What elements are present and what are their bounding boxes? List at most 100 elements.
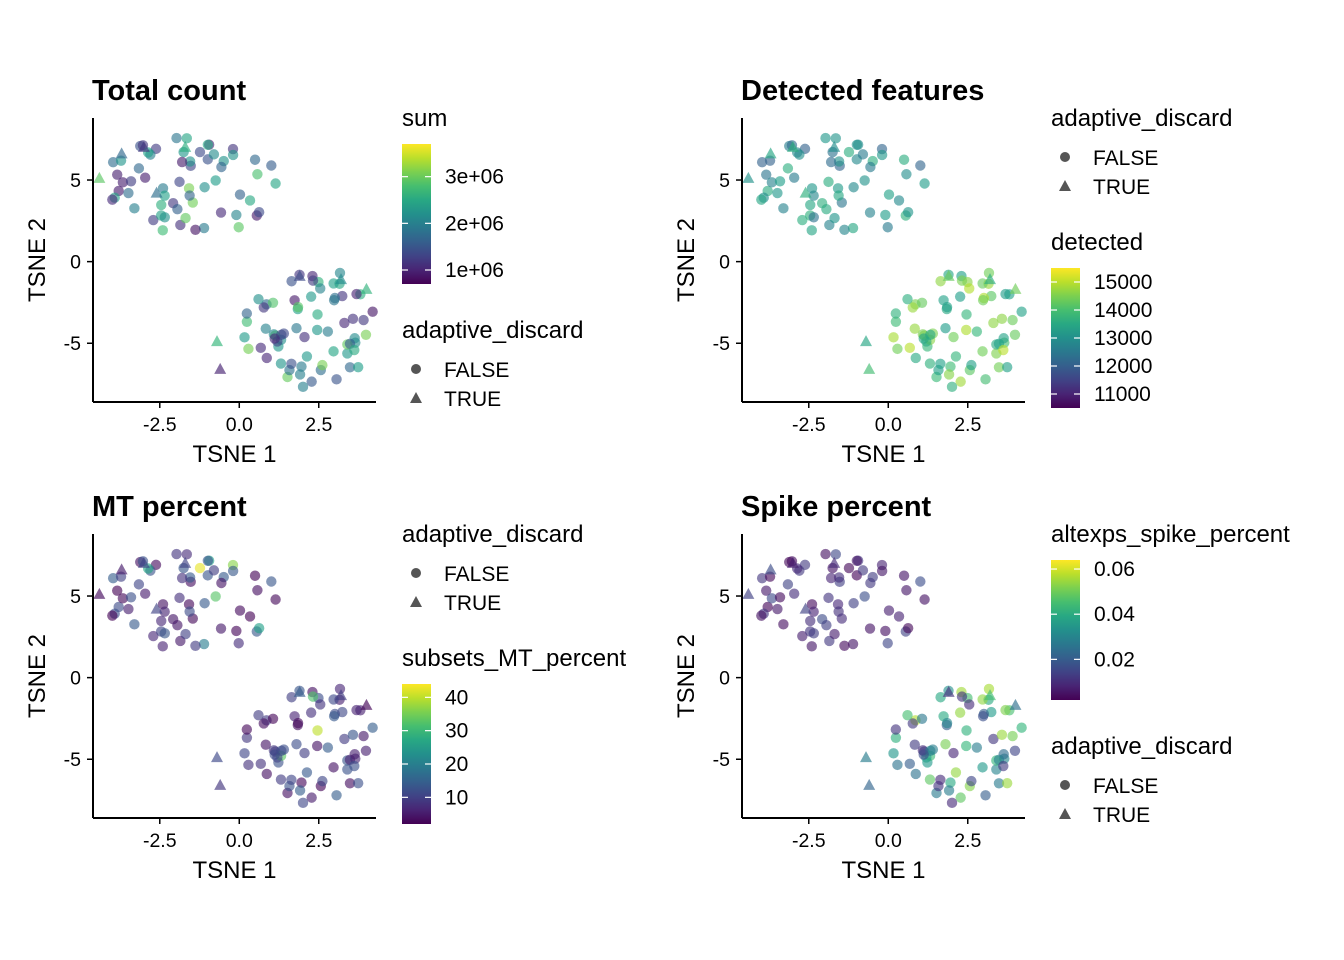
y-tick-label: -5 [64, 333, 81, 355]
legend: adaptive_discard FALSE TRUE detected 11000 12… [1051, 105, 1232, 408]
point-kept [851, 555, 863, 566]
point-kept [297, 381, 309, 393]
color-legend-title: detected [1051, 229, 1143, 256]
point-kept [805, 199, 816, 211]
x-tick-label: 2.5 [954, 414, 981, 436]
point-kept [233, 222, 244, 233]
point-kept [286, 276, 297, 287]
point-kept [1001, 361, 1013, 373]
point-kept [117, 593, 129, 604]
point-kept [233, 638, 244, 649]
point-kept [176, 572, 188, 584]
point-kept [253, 206, 265, 218]
colorbar-tick-label: 15000 [1094, 271, 1152, 294]
point-kept [864, 623, 876, 634]
point-kept [269, 749, 280, 760]
point-kept [956, 275, 968, 286]
point-kept [312, 309, 323, 320]
point-kept [171, 132, 182, 144]
point-kept [892, 343, 903, 355]
point-discarded [137, 556, 150, 568]
point-kept [833, 572, 845, 583]
point-kept [988, 733, 999, 745]
point-kept [184, 156, 196, 167]
point-kept [156, 615, 167, 627]
point-kept [159, 212, 170, 223]
shape-legend-title: adaptive_discard [1051, 733, 1232, 760]
point-kept [857, 149, 869, 160]
x-tick-label: 0.0 [226, 414, 253, 436]
point-kept [907, 718, 918, 729]
point-kept [112, 169, 123, 180]
point-kept [902, 293, 913, 305]
colorbar-tick-label: 11000 [1094, 383, 1151, 406]
colorbar-tick-label: 30 [445, 720, 468, 743]
point-kept [774, 176, 786, 187]
point-kept [181, 549, 192, 560]
point-kept [766, 177, 778, 188]
point-discarded [828, 556, 841, 568]
point-kept [956, 691, 968, 702]
x-axis-title: TSNE 1 [192, 857, 276, 884]
point-kept [797, 214, 808, 226]
point-kept [935, 774, 946, 785]
point-kept [1016, 306, 1027, 317]
point-kept [977, 295, 989, 306]
point-kept [788, 172, 800, 183]
x-tick-label: 2.5 [305, 830, 332, 852]
colorbar-tick-label: 14000 [1094, 299, 1152, 322]
point-kept [243, 343, 254, 355]
x-tick-label: -2.5 [792, 830, 826, 852]
point-kept [948, 747, 959, 759]
point-kept [782, 579, 794, 590]
point-kept [208, 149, 220, 160]
shape-legend-item-true: TRUE [410, 592, 501, 615]
point-kept [107, 194, 118, 205]
shape-legend-label: FALSE [444, 563, 509, 586]
point-kept [174, 592, 185, 604]
point-kept [1009, 745, 1021, 756]
point-kept [210, 175, 221, 186]
point-kept [808, 190, 819, 201]
colorbar-tick-label: 1e+06 [445, 259, 504, 282]
point-kept [260, 323, 271, 334]
point-kept [830, 133, 841, 144]
point-kept [977, 711, 989, 722]
point-discarded [828, 140, 841, 152]
point-kept [269, 333, 280, 344]
point-kept [334, 267, 346, 279]
point-discarded [360, 282, 373, 294]
point-kept [941, 301, 953, 313]
color-legend-title: sum [402, 105, 447, 132]
point-kept [344, 362, 356, 373]
y-tick-label: 5 [70, 586, 81, 608]
point-kept [328, 711, 340, 722]
point-kept [823, 176, 834, 188]
shape-legend-label: FALSE [1093, 147, 1158, 170]
point-kept [820, 548, 831, 560]
point-kept [851, 139, 863, 150]
point-kept [299, 747, 310, 759]
point-kept [286, 692, 297, 703]
point-kept [286, 774, 297, 785]
point-kept [241, 724, 253, 735]
point-kept [1000, 288, 1011, 300]
point-kept [993, 778, 1005, 789]
point-kept [159, 606, 170, 617]
triangle-key-icon [1059, 808, 1071, 819]
x-tick-label: -2.5 [792, 414, 826, 436]
point-kept [339, 733, 350, 745]
point-kept [301, 767, 313, 778]
point-kept [275, 774, 287, 785]
panel-title: Detected features [741, 75, 984, 107]
point-kept [107, 156, 119, 168]
point-kept [181, 133, 192, 144]
point-kept [935, 276, 946, 287]
shape-legend-item-false: FALSE [411, 359, 509, 382]
point-kept [139, 588, 151, 599]
point-kept [255, 342, 266, 354]
shape-legend-label: FALSE [444, 359, 509, 382]
point-kept [940, 738, 951, 750]
point-kept [180, 212, 191, 224]
